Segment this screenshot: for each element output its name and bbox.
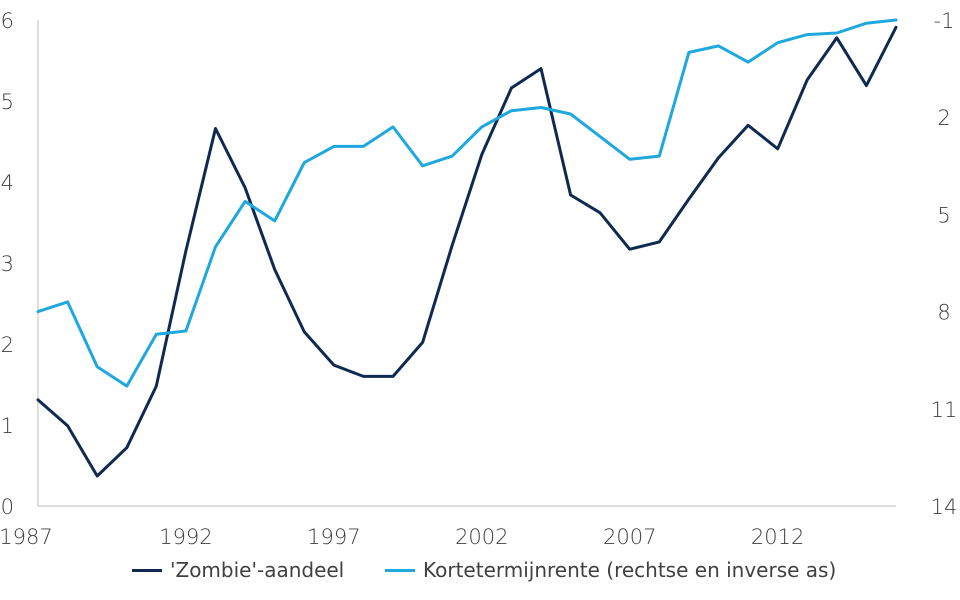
y-right-tick-label: 8 (937, 301, 950, 325)
series-line-rente (36, 18, 898, 388)
y-left-tick-label: 1 (1, 414, 14, 438)
x-tick-label: 1987 (0, 525, 53, 549)
y-right-tick-label: 2 (937, 106, 950, 130)
y-left-tick-label: 5 (1, 90, 14, 114)
x-tick-label: 2002 (455, 525, 508, 549)
chart-legend: 'Zombie'-aandeel Kortetermijnrente (rech… (0, 558, 960, 592)
legend-label-zombie: 'Zombie'-aandeel (170, 558, 345, 582)
y-right-tick-label: 11 (931, 398, 958, 422)
x-tick-label: 2012 (751, 525, 804, 549)
y-left-tick-label: 2 (1, 333, 14, 357)
legend-swatch-zombie (132, 568, 162, 572)
y-left-tick-label: 6 (1, 9, 14, 33)
y-left-tick-label: 0 (1, 495, 14, 519)
y-left-tick-label: 4 (1, 171, 14, 195)
x-tick-label: 2007 (603, 525, 656, 549)
y-right-tick-label: -1 (934, 9, 955, 33)
y-right-tick-label: 5 (937, 203, 950, 227)
x-tick-label: 1997 (307, 525, 360, 549)
legend-item-zombie: 'Zombie'-aandeel (132, 558, 344, 582)
chart-axes (37, 20, 896, 507)
chart-series (36, 18, 898, 478)
y-left-tick-label: 3 (1, 252, 14, 276)
y-right-tick-label: 14 (931, 495, 958, 519)
x-tick-label: 1992 (159, 525, 212, 549)
legend-item-rente: Kortetermijnrente (rechtse en inverse as… (385, 558, 836, 582)
legend-swatch-rente (385, 568, 415, 572)
legend-label-rente: Kortetermijnrente (rechtse en inverse as… (423, 558, 837, 582)
series-line-zombie (36, 25, 898, 478)
